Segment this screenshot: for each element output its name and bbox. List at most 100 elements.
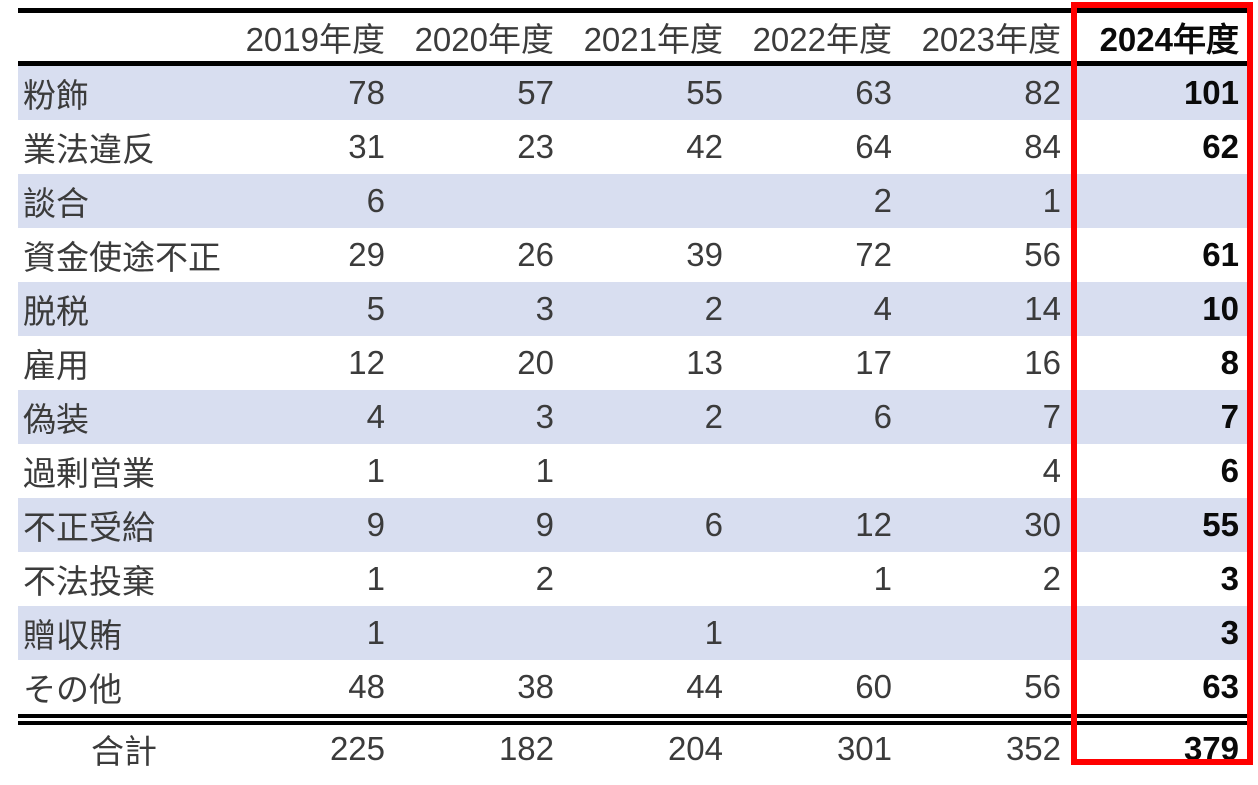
total-row: 合計 225 182 204 301 352 379: [18, 714, 1253, 773]
header-row: 2019年度 2020年度 2021年度 2022年度 2023年度 2024年…: [18, 8, 1253, 66]
col-header-2021: 2021年度: [568, 8, 737, 66]
cell: 1: [873, 560, 892, 597]
cell: 12: [348, 344, 385, 381]
row-datsuzei: 脱税 5 3 2 4 14 10: [18, 282, 1253, 336]
cell: [399, 606, 568, 660]
cell: 1: [230, 606, 399, 660]
cell: 57: [399, 63, 568, 120]
total-cell: 204: [568, 714, 737, 773]
cell: [737, 444, 906, 498]
row-kajo-eigyo: 過剰営業 1 1 4 6: [18, 444, 1253, 498]
cell: 55: [568, 63, 737, 120]
cell: 56: [1024, 668, 1061, 705]
cell: 64: [855, 128, 892, 165]
cell-2024: 7: [1075, 390, 1253, 444]
cell: 1: [535, 452, 554, 489]
cell: 31: [348, 128, 385, 165]
row-label: 業法違反: [23, 131, 155, 168]
cell: 7: [906, 390, 1075, 444]
total-cell-2024: 379: [1075, 714, 1253, 773]
cell: 39: [686, 236, 723, 273]
cell: 4: [230, 390, 399, 444]
cell-2024: 3: [1075, 606, 1253, 660]
row-koyo: 雇用 12 20 13 17 16 8: [18, 336, 1253, 390]
cell-2024: 62: [1202, 128, 1239, 165]
row-gyoho-ihan: 業法違反 31 23 42 64 84 62: [18, 120, 1253, 174]
row-sonota: その他 48 38 44 60 56 63: [18, 660, 1253, 720]
row-dango: 談合 6 2 1: [18, 174, 1253, 228]
cell: 20: [517, 344, 554, 381]
cell: 23: [517, 128, 554, 165]
total-cell: 352: [906, 714, 1075, 773]
row-label: 偽装: [18, 390, 230, 444]
cell-2024: 61: [1202, 236, 1239, 273]
total-cell: 225: [230, 714, 399, 773]
cell-2024: 10: [1075, 282, 1253, 336]
cell: 9: [399, 498, 568, 552]
cell: 82: [906, 63, 1075, 120]
cell: 63: [737, 63, 906, 120]
cell: 72: [855, 236, 892, 273]
row-label: 贈収賄: [18, 606, 230, 660]
cell: [906, 606, 1075, 660]
cell: 5: [230, 282, 399, 336]
cell: 9: [230, 498, 399, 552]
row-zoshuwai: 贈収賄 1 1 3: [18, 606, 1253, 660]
violations-by-fiscal-year-table: 2019年度 2020年度 2021年度 2022年度 2023年度 2024年…: [18, 8, 1253, 773]
cell: 3: [399, 282, 568, 336]
cell: 30: [906, 498, 1075, 552]
total-cell: 301: [737, 714, 906, 773]
cell: 1: [906, 174, 1075, 228]
row-label: 脱税: [18, 282, 230, 336]
cell: 42: [686, 128, 723, 165]
cell: 1: [366, 452, 385, 489]
cell: 16: [1024, 344, 1061, 381]
cell: [737, 606, 906, 660]
cell: 29: [348, 236, 385, 273]
cell: [568, 174, 737, 228]
row-label: 過剰営業: [23, 455, 155, 492]
row-label: 不正受給: [18, 498, 230, 552]
cell: 6: [568, 498, 737, 552]
row-shikin-shito-fusei: 資金使途不正 29 26 39 72 56 61: [18, 228, 1253, 282]
col-header-2020: 2020年度: [399, 8, 568, 66]
cell: [568, 552, 737, 606]
cell: 13: [686, 344, 723, 381]
cell: 2: [568, 282, 737, 336]
cell: 12: [737, 498, 906, 552]
cell: 1: [568, 606, 737, 660]
cell: 4: [737, 282, 906, 336]
cell-2024: [1075, 174, 1253, 228]
col-header-2019: 2019年度: [230, 8, 399, 66]
row-giso: 偽装 4 3 2 6 7 7: [18, 390, 1253, 444]
row-label: 資金使途不正: [23, 239, 221, 276]
cell: 26: [517, 236, 554, 273]
total-row-label: 合計: [18, 714, 230, 773]
row-label: 雇用: [23, 347, 89, 384]
cell: 2: [568, 390, 737, 444]
cell-2024: 8: [1220, 344, 1239, 381]
row-label: 不法投棄: [23, 563, 155, 600]
row-label: その他: [23, 671, 122, 708]
cell: 6: [737, 390, 906, 444]
cell: 2: [1042, 560, 1061, 597]
col-header-2023: 2023年度: [906, 8, 1075, 66]
total-cell: 182: [399, 714, 568, 773]
cell-2024: 101: [1075, 63, 1253, 120]
cell: 44: [686, 668, 723, 705]
row-label: 粉飾: [18, 63, 230, 120]
cell: 14: [906, 282, 1075, 336]
cell: 4: [1042, 452, 1061, 489]
corner-cell: [18, 8, 230, 66]
cell: [399, 174, 568, 228]
cell: 78: [230, 63, 399, 120]
row-fuho-toki: 不法投棄 1 2 1 2 3: [18, 552, 1253, 606]
row-fusei-jukyu: 不正受給 9 9 6 12 30 55: [18, 498, 1253, 552]
row-funshoku: 粉飾 78 57 55 63 82 101: [18, 63, 1253, 120]
col-header-2024-highlighted: 2024年度: [1075, 8, 1253, 66]
cell: 2: [737, 174, 906, 228]
cell: [568, 444, 737, 498]
cell: 60: [855, 668, 892, 705]
cell: 6: [230, 174, 399, 228]
